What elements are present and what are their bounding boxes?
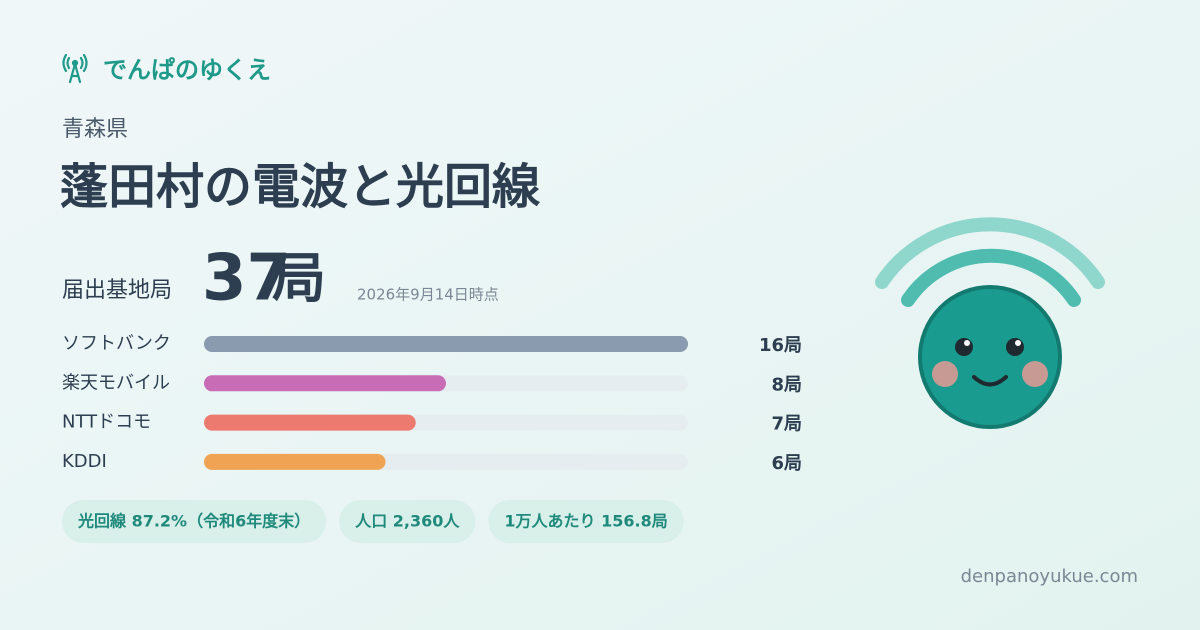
stat-text: 1万人あたり 156.8局 <box>504 512 667 531</box>
stat-pills: 光回線 87.2%（令和6年度末） 人口 2,360人 1万人あたり 156.8局 <box>62 500 684 543</box>
brand: でんぱのゆくえ <box>103 56 271 84</box>
bar <box>204 414 416 431</box>
brand-icon <box>62 53 88 84</box>
pill-bg <box>339 500 476 543</box>
total-count: 37 <box>202 242 291 316</box>
stat-pill: 1万人あたり 156.8局 <box>488 500 684 543</box>
bar <box>204 453 386 470</box>
pill-bg <box>62 500 327 543</box>
stat-text: 人口 2,360人 <box>354 512 460 531</box>
bar <box>204 336 688 352</box>
carrier-name: 楽天モバイル <box>62 372 170 393</box>
stat-text: 光回線 87.2%（令和6年度末） <box>77 512 310 531</box>
value-label: 7局 <box>771 414 802 435</box>
carrier-name: NTTドコモ <box>62 412 151 433</box>
total-unit: 局 <box>272 247 326 310</box>
value-label: 8局 <box>771 374 802 395</box>
prefecture: 青森県 <box>62 117 128 142</box>
bar <box>204 375 446 392</box>
value-label: 16局 <box>759 335 802 356</box>
carrier-name: KDDI <box>62 451 107 472</box>
value-label: 6局 <box>771 453 802 474</box>
total-label: 届出基地局 <box>62 278 172 303</box>
title: 蓬田村の電波と光回線 <box>60 159 541 215</box>
as-of: 2026年9月14日時点 <box>357 286 499 304</box>
mascot <box>875 217 1105 429</box>
stat-pill: 人口 2,360人 <box>339 500 476 543</box>
pill-bg <box>488 500 684 543</box>
footer: denpanoyukue.com <box>961 566 1138 587</box>
carrier-name: ソフトバンク <box>62 333 171 354</box>
stat-pill: 光回線 87.2%（令和6年度末） <box>62 500 327 543</box>
